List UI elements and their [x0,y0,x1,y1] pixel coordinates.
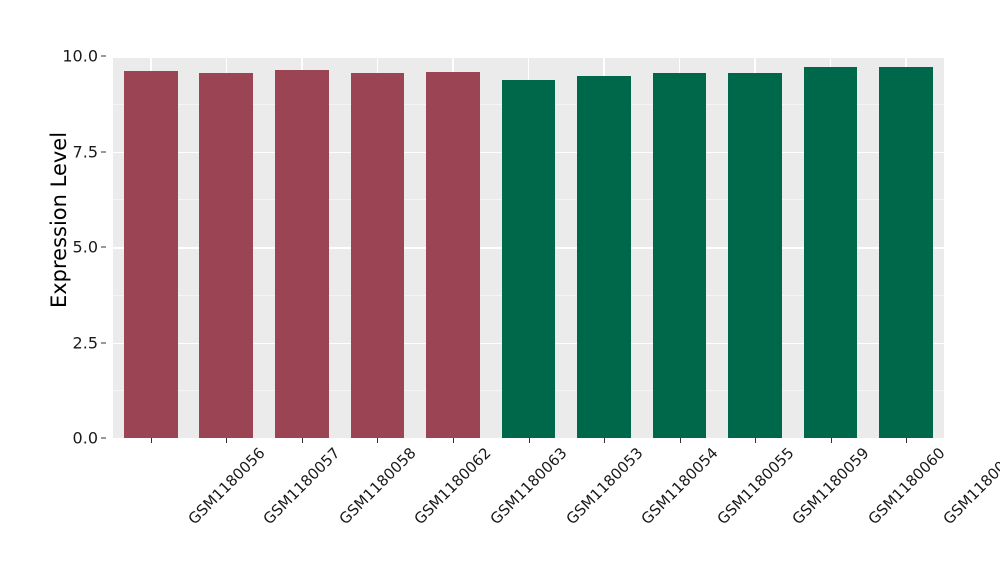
x-tick-mark [604,438,606,443]
x-tick-label-GSM1180056: GSM1180056 [184,444,269,529]
x-tick-label-GSM1180059: GSM1180059 [788,444,873,529]
bar-GSM1180057 [199,73,254,438]
bar-GSM1180058 [275,70,329,438]
bar-GSM1180053 [501,80,556,438]
y-tick-mark [101,437,106,439]
bar-GSM1180055 [652,73,707,438]
bar-GSM1180061 [879,67,934,438]
x-tick-label-GSM1180053: GSM1180053 [562,444,647,529]
x-tick-mark [301,438,303,443]
y-tick-mark [101,342,106,343]
x-tick-mark [830,438,832,443]
x-tick-label-GSM1180060: GSM1180060 [864,444,949,529]
x-tick-mark [679,438,681,443]
x-tick-mark [226,438,228,443]
x-tick-label-GSM1180063: GSM1180063 [486,444,571,529]
bar-GSM1180054 [577,76,631,438]
bar-GSM1180062 [350,73,405,438]
x-tick-label-GSM1180061: GSM1180061 [939,444,1000,529]
x-tick-mark [528,438,530,443]
x-tick-mark [452,438,454,443]
x-tick-label-GSM1180054: GSM1180054 [637,444,722,529]
x-tick-mark [377,438,379,443]
x-axis-tick-marks [113,438,944,444]
x-tick-mark [906,438,908,443]
y-tick-mark [101,151,106,152]
y-tick-mark [101,246,106,248]
x-tick-label-GSM1180062: GSM1180062 [410,444,496,529]
y-tick-label: 10.0 [62,46,98,66]
x-tick-label-GSM1180058: GSM1180058 [335,444,420,529]
bar-GSM1180059 [728,72,782,438]
y-tick-label: 5.0 [72,237,98,257]
x-axis-tick-labels: GSM1180056 GSM1180057 GSM1180058 GSM1180062… [113,444,1000,564]
y-tick-mark [101,55,106,57]
x-tick-label-GSM1180057: GSM1180057 [259,444,344,529]
x-tick-mark [150,438,152,443]
y-tick-label: 7.5 [72,142,98,161]
y-tick-label: 2.5 [72,333,98,352]
bar-GSM1180063 [426,72,480,438]
y-tick-label: 0.0 [72,428,98,448]
plot-panel [113,56,944,438]
bar-GSM1180060 [803,66,858,438]
bar-GSM1180056 [123,71,178,438]
x-tick-mark [755,438,757,443]
x-tick-label-GSM1180055: GSM1180055 [713,444,798,529]
y-axis-tick-labels: 0.0 2.5 5.0 7.5 10.0 [60,47,106,448]
